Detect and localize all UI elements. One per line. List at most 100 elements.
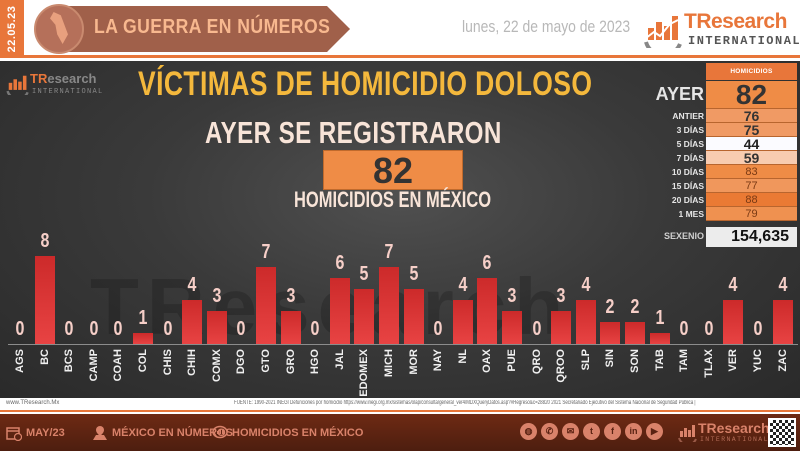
total-caption: HOMICIDIOS EN MÉXICO [294,187,492,212]
section-banner: LA GUERRA EN NÚMEROS [34,4,350,54]
state-label: OAX [481,349,494,373]
bar-value-label: 4 [187,274,197,296]
bar [551,311,572,344]
bar [723,300,744,344]
facebook-icon[interactable]: f [604,423,621,440]
stats-row-label: 15 DÍAS [671,181,704,191]
bar-value-label: 4 [581,274,591,296]
bar-column: 0 HGO [303,241,328,398]
bar [575,300,596,344]
state-label: GRO [284,349,297,375]
bar [772,300,793,344]
main-panel: TResearch TResearch INTERNATIONAL VÍCTIM… [0,61,800,398]
state-label: JAL [333,349,346,370]
state-label: AGS [14,349,26,373]
stats-row: 15 DÍAS 77 [640,179,800,193]
stats-row: 3 DÍAS 75 [640,123,800,137]
state-label: EDOMEX [358,349,371,397]
map-pin-icon [93,426,107,440]
bar-value-label: 0 [310,318,320,340]
state-label: MOR [407,349,420,375]
bar-column: 4 ZAC [771,241,796,398]
state-label: QROO [555,349,568,383]
web-icon[interactable]: ◍ [520,423,537,440]
state-label: PUE [506,349,518,372]
twitter-icon[interactable]: t [583,423,600,440]
small-logo: TResearch INTERNATIONAL [4,71,102,101]
stats-row-value: 44 [706,137,797,151]
bar-column: 0 AGS [8,241,33,398]
bar [182,300,203,344]
state-label: CAMP [87,349,100,382]
bar-column: 5 MOR [402,241,427,398]
chart-subtitle: AYER SE REGISTRARON [205,115,502,150]
state-label: ZAC [776,349,789,372]
stats-row: 7 DÍAS 59 [640,151,800,165]
footer-month-label: MAY/23 [26,427,65,439]
state-label: MICH [383,349,395,378]
header-date: lunes, 22 de mayo de 2023 [462,17,631,36]
bar-value-label: 5 [409,263,419,285]
footer-month[interactable]: MAY/23 [6,425,65,441]
stats-row: AYER 82 [640,81,800,109]
bar-column: 4 SLP [574,241,599,398]
qr-code[interactable] [768,418,796,447]
bar-value-label: 0 [163,318,173,340]
footer-mexico-en-numeros[interactable]: MÉXICO EN NÚMEROS [92,425,233,441]
whatsapp-icon[interactable]: ✆ [541,423,558,440]
x-axis-line [8,344,798,345]
stats-table: HOMICIDIOS AYER 82 ANTIER 76 3 DÍAS 75 5 DÍAS 4… [640,61,800,251]
banner-title: LA GUERRA EN NÚMEROS [94,16,331,38]
chart-logo-icon [678,425,697,442]
chart-logo-icon [644,16,682,48]
stats-row-label: 3 DÍAS [676,125,704,135]
stats-row-value: 76 [706,109,797,123]
stats-row-value: 59 [706,151,797,165]
bar-column: 1 TAB [648,241,673,398]
small-logo-subtitle: INTERNATIONAL [32,88,104,96]
calendar-icon [6,427,22,441]
date-strip-text: 22.05.23 [6,5,18,53]
bar-chart: 0 AGS 8 BC 0 BCS 0 CAMP 0 COAH 1 COL 0 CHIS 4 CHIH 3 COMX… [8,230,798,398]
state-label: NL [456,349,469,364]
bar-value-label: 4 [778,274,788,296]
bar-value-label: 0 [89,318,99,340]
bar-column: 7 GTO [254,241,279,398]
state-label: CHIH [186,349,199,376]
tresearch-logo[interactable]: TResearch INTERNATIONAL [640,8,800,52]
bar-value-label: 2 [630,296,640,318]
stats-row-label: 10 DÍAS [671,167,704,177]
bar-value-label: 1 [655,307,665,329]
state-label: BCS [63,349,76,373]
bar-column: 4 CHIH [180,241,205,398]
state-label: QRO [530,349,543,375]
bar-value-label: 1 [138,307,148,329]
bar-column: 5 EDOMEX [352,241,377,398]
state-label: TAM [678,349,691,373]
bar-value-label: 7 [261,241,271,263]
state-label: COL [137,349,149,373]
bar-column: 1 COL [131,241,156,398]
stats-row-value: 83 [706,165,797,179]
sexenio-row: SEXENIO 154,635 [640,227,800,247]
state-label: HGO [309,349,322,375]
youtube-icon[interactable]: ▶ [646,423,663,440]
bar-value-label: 3 [556,285,566,307]
footer-homicidios[interactable]: HOMICIDIOS EN MÉXICO [212,425,363,441]
bar-value-label: 0 [532,318,542,340]
state-label: BC [38,349,51,365]
footer: MAY/23 MÉXICO EN NÚMEROS HOMICIDIOS EN M… [0,414,800,451]
footer-logo-brand: TResearch [698,420,770,436]
bar-value-label: 6 [482,252,492,274]
stats-row-label: AYER [655,84,704,104]
date-strip: 22.05.23 [0,0,24,58]
website-link[interactable]: www.TResearch.Mx [6,400,60,406]
bar [649,333,670,344]
linkedin-icon[interactable]: in [625,423,642,440]
small-logo-brand: TResearch [30,71,97,86]
bar-column: 0 BCS [57,241,82,398]
chart-title: VÍCTIMAS DE HOMICIDIO DOLOSO [138,65,593,103]
email-icon[interactable]: ✉ [562,423,579,440]
stats-row-label: ANTIER [672,111,704,121]
